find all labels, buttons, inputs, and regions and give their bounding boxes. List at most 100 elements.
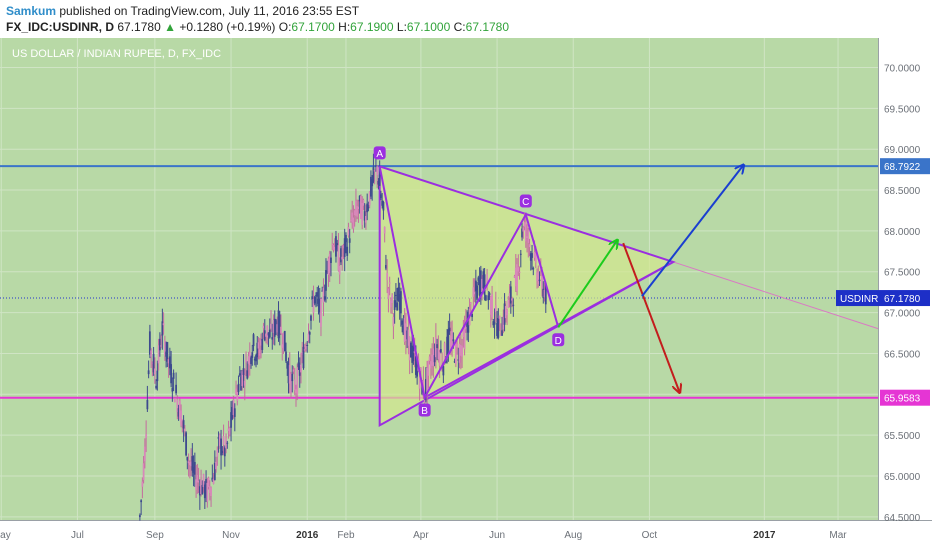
candle-body <box>141 481 144 487</box>
candle-body <box>397 287 400 301</box>
candle-body <box>534 253 537 263</box>
candle-body <box>472 287 475 297</box>
candle-body <box>250 357 252 365</box>
x-tick-label-0: May <box>0 530 11 541</box>
candle-body <box>176 399 179 412</box>
x-tick-label-11: Mar <box>829 530 847 541</box>
candle-body <box>322 288 325 303</box>
candle-body <box>366 203 369 213</box>
candle-body <box>353 210 356 216</box>
candle-body <box>290 373 292 394</box>
candle-body <box>443 343 446 363</box>
candle-body <box>177 408 180 417</box>
candle-body <box>227 428 230 431</box>
candle-body <box>187 461 190 464</box>
candle-body <box>513 276 516 278</box>
candle-body <box>447 329 450 351</box>
candle-body <box>360 196 362 219</box>
candle-body <box>387 288 390 299</box>
candle-body <box>295 389 297 394</box>
candle-body <box>459 344 462 356</box>
x-tick-label-2: Sep <box>146 530 164 541</box>
candle-body <box>305 345 307 350</box>
candle-body <box>168 356 171 369</box>
candle-body <box>273 318 276 337</box>
y-tick-label-4: 68.0000 <box>884 227 921 238</box>
candle-body <box>529 253 532 261</box>
candle-body <box>426 367 429 393</box>
candle-body <box>266 325 269 338</box>
candle-body <box>142 463 145 480</box>
candle-body <box>519 253 522 255</box>
candle-body <box>372 167 375 182</box>
candle-body <box>153 368 156 375</box>
candle-body <box>235 388 237 395</box>
price-chart[interactable]: 70.0000 69.5000 69.0000 68.5000 68.0000 67.50… <box>0 38 932 550</box>
chart-title: US DOLLAR / INDIAN RUPEE, D, FX_IDC <box>12 48 221 60</box>
candle-body <box>291 373 294 382</box>
candle-body <box>240 376 242 391</box>
candle-body <box>528 244 531 248</box>
candle-body <box>192 466 195 473</box>
candle-body <box>157 345 160 364</box>
chart-area[interactable]: 70.0000 69.5000 69.0000 68.5000 68.0000 67.50… <box>0 38 932 550</box>
candle-body <box>231 407 234 419</box>
candle-body <box>408 336 411 361</box>
candle-body <box>340 248 342 263</box>
time-axis-background <box>0 520 932 550</box>
candle-body <box>509 286 512 304</box>
candle-body <box>245 359 247 363</box>
candle-body <box>433 355 436 363</box>
candle-body <box>226 442 229 444</box>
candle-body <box>303 349 306 351</box>
candle-body <box>258 349 261 356</box>
candle-body <box>165 351 168 357</box>
projection-arrow-down <box>622 242 679 392</box>
candle-body <box>328 253 331 273</box>
candle-body <box>373 170 376 172</box>
candle-body <box>198 486 201 496</box>
candle-body <box>522 227 525 232</box>
candle-body <box>321 290 324 292</box>
low-label: L: <box>396 20 407 34</box>
candle-body <box>402 325 405 335</box>
candle-body <box>479 270 482 294</box>
symbol-label: USDINR <box>840 294 878 305</box>
candle-body <box>152 353 155 373</box>
candle-body <box>355 200 357 216</box>
candle-body <box>280 326 282 334</box>
candle-body <box>473 291 476 295</box>
candle-body <box>327 258 330 275</box>
candle-body <box>466 321 469 327</box>
candle-body <box>457 359 460 361</box>
candle-body <box>431 354 434 366</box>
candle-body <box>275 320 277 329</box>
candle-body <box>496 322 498 336</box>
candle-body <box>497 317 500 338</box>
candle-body <box>392 316 395 327</box>
candle-body <box>225 438 227 449</box>
y-tick-label-11: 64.5000 <box>884 513 921 524</box>
candle-body <box>516 264 518 291</box>
candle-body <box>247 356 250 364</box>
level-tag-0 <box>880 158 930 175</box>
candle-body <box>230 412 232 428</box>
candle-body <box>439 349 442 353</box>
candle-body <box>341 256 344 260</box>
last-price-label: 67.1780 <box>884 294 921 305</box>
candle-body <box>171 387 174 392</box>
candle-body <box>146 399 149 410</box>
author-link[interactable]: Samkum <box>6 4 57 18</box>
candle-body <box>406 330 409 340</box>
candle-body <box>253 358 256 361</box>
candle-body <box>482 271 485 289</box>
candle-body <box>163 340 166 356</box>
y-tick-label-0: 70.0000 <box>884 64 921 75</box>
candle-body <box>308 332 311 335</box>
candle-body <box>233 408 236 417</box>
candle-body <box>438 352 441 366</box>
x-tick-label-9: Oct <box>642 530 658 541</box>
candle-body <box>370 176 372 197</box>
candle-body <box>286 362 289 369</box>
candle-body <box>345 234 347 243</box>
